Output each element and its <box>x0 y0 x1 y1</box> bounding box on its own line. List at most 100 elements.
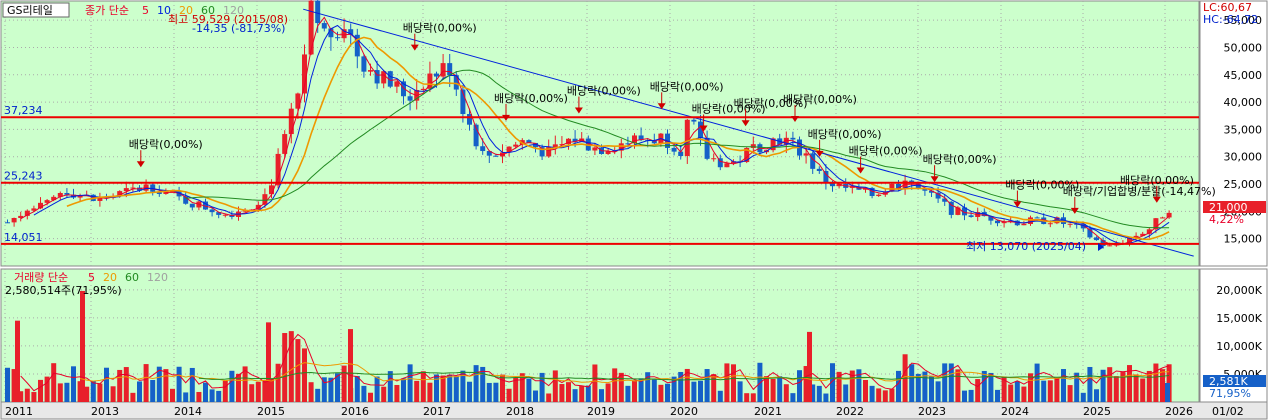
volume-bar <box>97 383 103 402</box>
candle-body <box>1014 220 1020 226</box>
volume-bar <box>90 380 96 402</box>
candle-body <box>942 198 948 202</box>
volume-bar <box>552 370 558 402</box>
volume-tick-label: 15,000K <box>1216 312 1262 325</box>
candle-body <box>97 196 103 201</box>
candle-body <box>203 201 208 210</box>
price-legend-period: 120 <box>223 4 244 17</box>
candle-body <box>255 204 261 210</box>
volume-bar <box>480 366 486 402</box>
title-box[interactable] <box>2 2 70 18</box>
volume-bar <box>51 363 57 402</box>
volume-bar <box>460 370 466 402</box>
candle-body <box>434 73 439 77</box>
current-volume-tag <box>1203 375 1266 387</box>
current-change-label: 4,22% <box>1209 213 1244 226</box>
candle-body <box>176 191 182 197</box>
candle-body <box>453 75 459 90</box>
max-change-annotation: -14,35 (-81,73%) <box>192 22 285 35</box>
candle-body <box>836 183 842 187</box>
volume-bar <box>341 365 347 402</box>
vol-ma5-line <box>20 333 1170 392</box>
price-tick-label: 30,000 <box>1224 151 1263 164</box>
volume-bar <box>1113 376 1119 402</box>
candle-body <box>810 153 816 169</box>
dividend-label: 배당락(0,00%) <box>849 144 923 157</box>
price-legend-period: 10 <box>157 4 171 17</box>
candle-body <box>823 170 829 184</box>
time-tick-label: 01/02 <box>1212 405 1244 418</box>
dividend-marker-arrow <box>815 150 824 157</box>
volume-bar <box>869 385 875 402</box>
volume-bar <box>123 367 129 402</box>
volume-bar <box>625 385 631 402</box>
volume-bar <box>394 384 400 402</box>
candle-body <box>420 88 426 91</box>
volume-bar <box>684 368 690 402</box>
volume-bar <box>863 379 868 402</box>
candle-body <box>882 191 888 195</box>
candle-body <box>57 193 63 197</box>
candle-body <box>1107 245 1113 247</box>
volume-bar <box>80 290 85 402</box>
candle-body <box>335 37 340 39</box>
volume-bar <box>440 375 446 402</box>
candle-body <box>592 147 598 151</box>
candle-body <box>18 215 24 218</box>
volume-bar <box>381 386 387 402</box>
candle-body <box>275 153 281 186</box>
volume-bar <box>671 376 677 402</box>
volume-bar <box>1034 363 1040 402</box>
volume-bar <box>579 386 585 402</box>
dividend-label: 배당락(0,00%) <box>650 80 724 93</box>
candle-body <box>473 124 479 147</box>
volume-bar <box>645 372 651 402</box>
ma20-line <box>66 36 1170 241</box>
dividend-marker-arrow <box>574 107 583 114</box>
volume-info: 2,580,514주(71,95%) <box>5 284 122 297</box>
candle-body <box>876 194 882 197</box>
volume-bar <box>38 379 43 402</box>
time-tick-label: 2024 <box>1001 405 1029 418</box>
candle-body <box>493 155 499 157</box>
vol-ma20-line <box>79 362 1170 384</box>
dividend-label: 배당락(0,00%) <box>1005 179 1079 192</box>
candle-body <box>44 200 50 203</box>
candle-body <box>269 185 274 195</box>
volume-bar <box>638 378 644 402</box>
volume-bar <box>117 369 123 402</box>
hc-value: HC:-64,72 <box>1203 13 1258 26</box>
horizontal-levels: 37,234 25,243 14,051 <box>1 104 1199 245</box>
time-tick-label: 2017 <box>423 405 451 418</box>
volume-bar <box>807 331 812 402</box>
volume-bar <box>968 389 974 402</box>
volume-bar <box>1014 381 1020 402</box>
volume-bar <box>506 388 512 402</box>
volume-bar <box>183 392 189 402</box>
candle-body <box>1160 217 1165 219</box>
candle-body <box>1067 223 1073 225</box>
time-tick-label: 2020 <box>670 405 698 418</box>
volume-bar <box>731 364 736 402</box>
volume-bar <box>790 393 796 402</box>
level-label: 25,243 <box>4 170 43 183</box>
dividend-marker-arrow <box>1013 201 1022 208</box>
dividend-marker-arrow <box>699 125 708 132</box>
volume-bar <box>929 375 934 402</box>
candle-body <box>1166 212 1172 218</box>
volume-bar <box>315 388 321 402</box>
volume-bar <box>266 322 271 402</box>
volume-bar <box>282 333 288 402</box>
candle-body <box>572 138 578 142</box>
candle-body <box>282 134 288 154</box>
axis-labels: 55,000 50,000 45,000 40,000 35,000 30,000 25,0… <box>5 14 1263 418</box>
volume-bar <box>130 392 136 402</box>
volume-bar <box>704 369 710 402</box>
volume-bar <box>981 370 987 402</box>
dividend-marker-arrow <box>136 161 145 168</box>
candle-body <box>295 93 301 109</box>
volume-bar <box>1080 392 1086 402</box>
volume-bar <box>163 369 169 402</box>
candle-body <box>1133 235 1139 238</box>
volume-bar <box>1127 365 1132 402</box>
